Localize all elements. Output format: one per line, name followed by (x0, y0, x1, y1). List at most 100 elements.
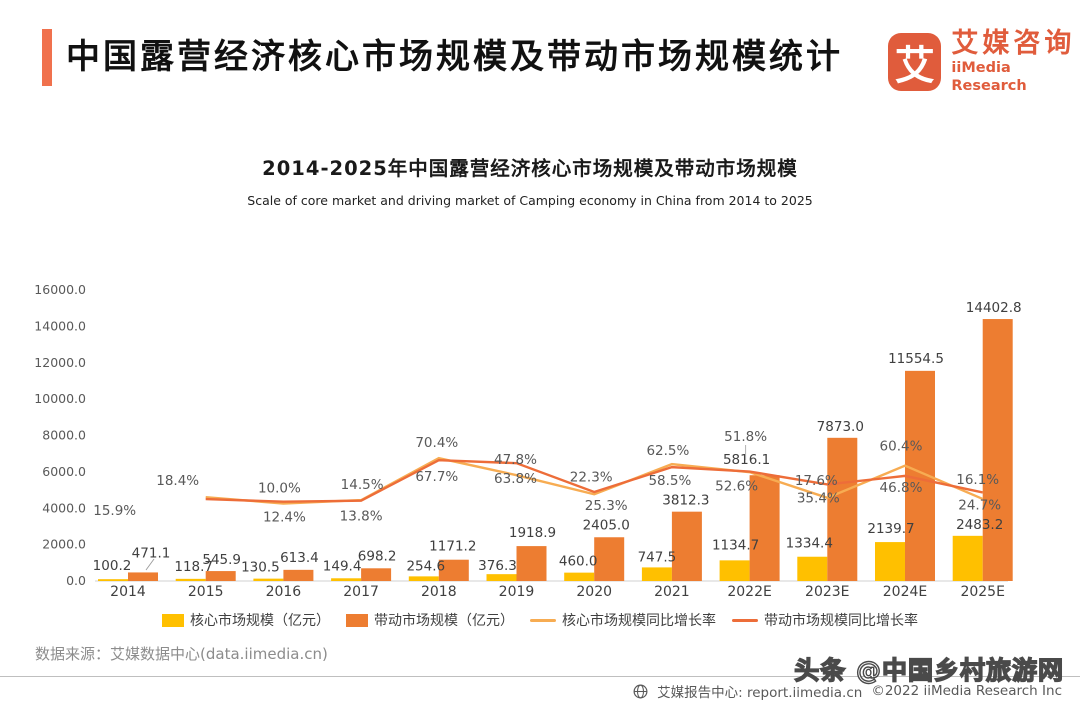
y-tick-label: 0.0 (66, 573, 86, 588)
pct-label-core-2021: 62.5% (646, 443, 689, 459)
x-tick-label-2023E: 2023E (805, 584, 849, 600)
toutiao-watermark: 头条 @中国乡村旅游网 (794, 655, 1064, 685)
y-axis-tick-labels: 0.0 2000.0 4000.0 6000.0 8000.0 10000.0 12000.… (34, 282, 86, 588)
value-label-core-2019: 376.3 (478, 558, 517, 574)
bar-driving-2017 (361, 568, 392, 581)
bar-core-2025E (952, 535, 983, 581)
value-label-driving-2025E: 14402.8 (966, 300, 1022, 316)
legend-item-core-growth-line: 核心市场规模同比增长率 (530, 610, 716, 630)
brand-name-en: iiMedia Research (951, 60, 1027, 94)
value-label-core-2017: 149.4 (323, 558, 362, 574)
x-tick-label-2022E: 2022E (727, 584, 771, 600)
value-label-driving-2017: 698.2 (358, 548, 397, 564)
x-tick-label-2015: 2015 (188, 584, 224, 600)
page-title: 中国露营经济核心市场规模及带动市场规模统计 (66, 37, 843, 77)
legend-label-core-growth: 核心市场规模同比增长率 (562, 613, 716, 629)
bar-core-2020 (564, 572, 595, 581)
bar-core-2018 (408, 576, 439, 581)
y-tick-label: 8000.0 (42, 428, 86, 443)
pct-label-core-2020: 22.3% (570, 469, 613, 485)
pct-label-core-2024E: 60.4% (880, 439, 923, 455)
bar-driving-2021 (671, 511, 702, 581)
pct-label-core-2023E: 17.6% (795, 473, 838, 489)
data-source-note: 数据来源：艾媒数据中心(data.iimedia.cn) (35, 645, 328, 663)
legend-label-driving-growth: 带动市场规模同比增长率 (764, 613, 918, 629)
pct-label-core-2022E: 51.8% (724, 429, 767, 445)
y-tick-label: 12000.0 (34, 355, 86, 370)
legend-item-core-bar: 核心市场规模（亿元） (162, 610, 330, 630)
bar-driving-2023E (827, 437, 858, 581)
brand-logo: 艾 艾媒咨询 iiMedia Research (888, 29, 1080, 95)
core-growth-line-swatch (530, 618, 556, 622)
x-tick-label-2020: 2020 (576, 584, 612, 600)
driving-growth-line (205, 459, 983, 503)
value-label-core-2014: 100.2 (93, 558, 132, 574)
bar-core-2024E (875, 542, 905, 581)
value-label-driving-2014: 471.1 (132, 545, 171, 561)
report-center-text: 艾媒报告中心: report.iimedia.cn (657, 685, 863, 701)
pct-label-core-2019: 47.8% (494, 452, 537, 468)
value-label-driving-2023E: 7873.0 (817, 419, 864, 435)
value-label-driving-2021: 3812.3 (662, 493, 709, 509)
pct-label-driving-2016: 12.4% (263, 510, 306, 526)
value-label-core-2018: 254.6 (406, 558, 445, 574)
y-tick-label: 16000.0 (34, 282, 86, 297)
value-label-driving-2016: 613.4 (280, 550, 319, 566)
bar-core-2023E (797, 556, 828, 581)
x-tick-label-2018: 2018 (421, 584, 457, 600)
legend-item-driving-bar: 带动市场规模（亿元） (346, 610, 514, 630)
x-tick-label-2014: 2014 (110, 584, 146, 600)
value-label-core-2021: 747.5 (638, 549, 677, 565)
title-accent-bar (42, 29, 52, 86)
bar-driving-2018 (438, 559, 469, 581)
value-label-core-2020: 460.0 (559, 554, 598, 570)
value-label-core-2024E: 2139.7 (867, 521, 914, 537)
brand-name-cn: 艾媒咨询 (951, 28, 1076, 59)
x-tick-label-2024E: 2024E (883, 584, 927, 600)
pct-label-driving-2024E: 46.8% (880, 480, 923, 496)
value-label-driving-2022E: 5816.1 (723, 452, 770, 468)
pct-label-driving-2015: 15.9% (93, 503, 136, 519)
x-tick-label-2025E: 2025E (960, 584, 1004, 600)
pct-label-driving-2019: 63.8% (494, 471, 537, 487)
pct-label-core-2016: 10.0% (258, 481, 301, 497)
legend-item-driving-growth-line: 带动市场规模同比增长率 (732, 610, 918, 630)
pct-label-driving-2023E: 35.4% (797, 490, 840, 506)
iimedia-logo-icon: 艾 (888, 33, 942, 91)
pct-label-core-2025E: 16.1% (956, 472, 999, 488)
chart-legend: 核心市场规模（亿元） 带动市场规模（亿元） 核心市场规模同比增长率 带动市场规模… (0, 610, 1080, 630)
pct-label-driving-2017: 13.8% (340, 509, 383, 525)
pct-label-driving-2022E: 52.6% (715, 479, 758, 495)
x-tick-label-2017: 2017 (343, 584, 379, 600)
bar-core-2016 (253, 578, 284, 581)
globe-icon (633, 684, 648, 698)
copyright-text: ©2022 iiMedia Research Inc (871, 683, 1062, 699)
legend-label-driving-bar: 带动市场规模（亿元） (374, 613, 514, 629)
camping-market-chart: 0.0 2000.0 4000.0 6000.0 8000.0 10000.0 12000.… (34, 282, 1022, 600)
value-label-core-2015: 118.7 (174, 559, 213, 575)
pct-label-driving-2021: 58.5% (648, 473, 691, 489)
value-label-driving-2020: 2405.0 (583, 517, 630, 533)
y-tick-label: 4000.0 (42, 500, 86, 515)
bar-core-2015 (175, 578, 206, 581)
pct-label-core-2015: 18.4% (156, 473, 199, 489)
bar-core-2021 (641, 567, 672, 581)
brand-text: 艾媒咨询 iiMedia Research (951, 29, 1080, 95)
pct-label-driving-2020: 25.3% (585, 498, 628, 514)
driving-bar-swatch (346, 613, 368, 627)
value-label-core-2025E: 2483.2 (956, 517, 1003, 533)
pct-label-core-2017: 14.5% (341, 477, 384, 493)
bar-driving-2015 (205, 571, 236, 581)
y-tick-label: 2000.0 (42, 537, 86, 552)
value-label-driving-2018: 1171.2 (429, 539, 476, 555)
chart-title: 2014-2025年中国露营经济核心市场规模及带动市场规模 (262, 157, 798, 180)
bar-driving-2016 (283, 569, 314, 581)
bar-core-2022E (719, 560, 750, 581)
pct-label-driving-2018: 67.7% (415, 469, 458, 485)
growth-rate-labels: 18.4% 15.9% 10.0% 12.4% 14.5% 13.8% 70.4% 67.7%… (93, 429, 1001, 526)
driving-growth-line-swatch (732, 618, 758, 622)
y-tick-label: 6000.0 (42, 464, 86, 479)
bar-core-2019 (486, 574, 517, 581)
pct-label-core-2018: 70.4% (415, 435, 458, 451)
